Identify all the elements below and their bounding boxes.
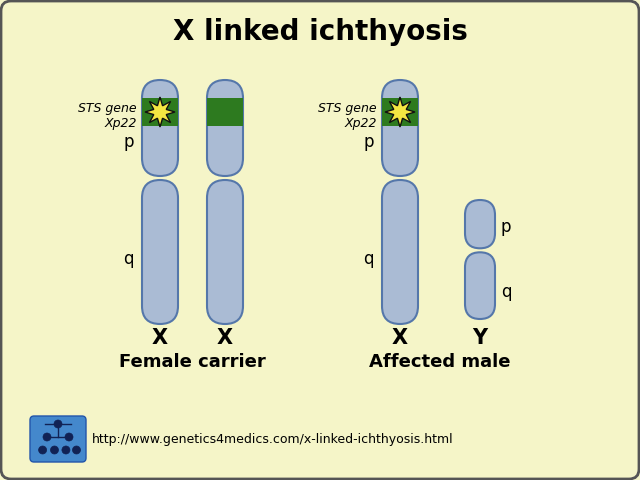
Text: Y: Y [472, 328, 488, 348]
Circle shape [38, 446, 47, 454]
Circle shape [43, 433, 51, 441]
Text: q: q [501, 283, 511, 301]
Text: p: p [364, 133, 374, 151]
Text: STS gene
Xp22: STS gene Xp22 [318, 102, 377, 130]
Circle shape [51, 446, 58, 454]
FancyBboxPatch shape [382, 180, 418, 324]
FancyBboxPatch shape [465, 200, 495, 248]
Circle shape [54, 420, 62, 428]
Bar [142, 98, 178, 126]
Text: Female carrier: Female carrier [119, 353, 266, 371]
Text: q: q [124, 250, 134, 268]
FancyBboxPatch shape [465, 252, 495, 319]
Circle shape [62, 446, 70, 454]
FancyBboxPatch shape [30, 416, 86, 462]
FancyBboxPatch shape [382, 80, 418, 176]
FancyBboxPatch shape [142, 80, 178, 176]
FancyBboxPatch shape [207, 180, 243, 324]
Text: Affected male: Affected male [369, 353, 511, 371]
Text: X: X [152, 328, 168, 348]
Text: p: p [501, 217, 511, 236]
Text: X linked ichthyosis: X linked ichthyosis [173, 18, 467, 46]
Circle shape [65, 433, 73, 441]
Text: STS gene
Xp22: STS gene Xp22 [78, 102, 137, 130]
Text: X: X [217, 328, 233, 348]
FancyBboxPatch shape [142, 180, 178, 324]
Text: p: p [124, 133, 134, 151]
Text: X: X [392, 328, 408, 348]
Bar [382, 98, 418, 126]
Polygon shape [145, 97, 175, 127]
Text: http://www.genetics4medics.com/x-linked-ichthyosis.html: http://www.genetics4medics.com/x-linked-… [92, 432, 454, 445]
FancyBboxPatch shape [207, 80, 243, 176]
Bar [207, 98, 243, 126]
Circle shape [72, 446, 81, 454]
Polygon shape [385, 97, 415, 127]
Text: q: q [364, 250, 374, 268]
